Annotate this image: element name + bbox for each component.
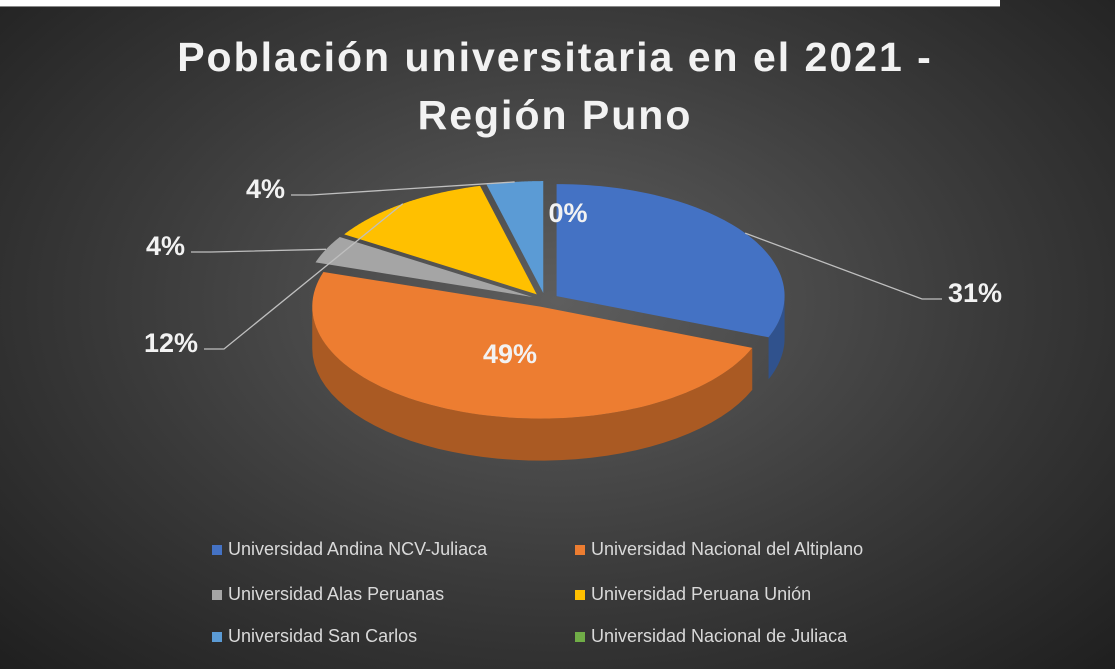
data-label: 12% <box>144 328 198 358</box>
legend-swatch <box>575 545 585 555</box>
slice <box>556 184 785 338</box>
data-label: 0% <box>548 198 587 228</box>
legend-label: Universidad Nacional del Altiplano <box>591 539 863 559</box>
chart-title: Población universitaria en el 2021 - Reg… <box>177 34 933 138</box>
leader-line <box>204 203 404 350</box>
legend-label: Universidad Alas Peruanas <box>228 584 444 604</box>
slice-side <box>768 296 785 380</box>
legend-swatch <box>212 632 222 642</box>
top-strip <box>0 0 1000 7</box>
legend-swatch <box>575 632 585 642</box>
legend-swatch <box>212 590 222 600</box>
slice <box>486 181 544 294</box>
data-label: 31% <box>948 278 1002 308</box>
slice-side <box>312 306 753 461</box>
leader-line <box>744 232 942 300</box>
legend-label: Universidad San Carlos <box>228 626 417 646</box>
slice <box>315 237 533 298</box>
legend-label: Universidad Andina NCV-Juliaca <box>228 539 488 559</box>
slice <box>312 271 753 419</box>
data-label: 49% <box>483 339 537 369</box>
data-label: 4% <box>146 231 185 261</box>
data-label: 4% <box>246 174 285 204</box>
legend-swatch <box>212 545 222 555</box>
leader-line <box>191 248 327 253</box>
leader-line <box>291 181 515 196</box>
legend-label: Universidad Peruana Unión <box>591 584 811 604</box>
legend-label: Universidad Nacional de Juliaca <box>591 626 848 646</box>
legend-swatch <box>575 590 585 600</box>
